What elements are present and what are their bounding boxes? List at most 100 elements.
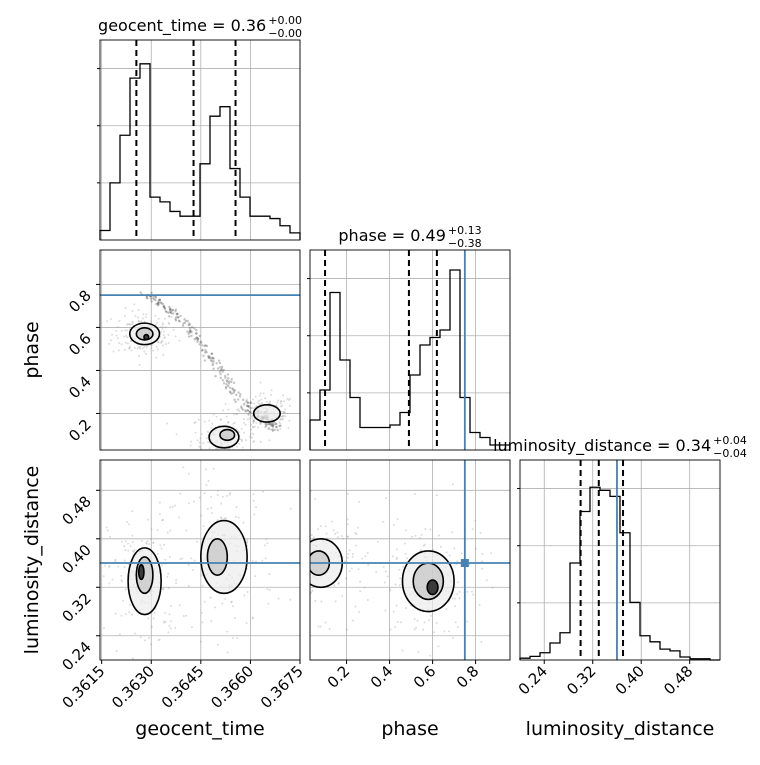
sample-point [212, 357, 215, 360]
sample-point [127, 542, 130, 545]
sample-point [263, 544, 266, 547]
sample-point [472, 593, 475, 596]
sample-point [143, 320, 146, 323]
sample-point [183, 321, 187, 324]
sample-point [272, 423, 275, 426]
hist-panel-luminosity_distance: luminosity_distance = 0.34 +0.04−0.04 [493, 434, 747, 661]
sample-point [401, 649, 404, 652]
contour-line [137, 564, 145, 581]
sample-point [268, 439, 271, 442]
sample-point [251, 451, 253, 453]
sample-point [246, 591, 249, 594]
sample-point [162, 353, 165, 356]
sample-point [266, 542, 269, 545]
sample-point [348, 569, 351, 572]
sample-point [234, 400, 237, 404]
sample-point [212, 367, 215, 370]
sample-point [163, 307, 167, 311]
sample-point [231, 387, 234, 390]
sample-point [304, 595, 306, 597]
sample-point [269, 393, 272, 396]
sample-point [174, 308, 178, 311]
sample-point [164, 326, 167, 329]
sample-point [200, 349, 204, 352]
sample-point [361, 557, 364, 560]
sample-point [109, 318, 112, 321]
sample-point [157, 303, 160, 306]
sample-point [196, 338, 200, 342]
sample-point [207, 356, 211, 359]
sample-point [218, 366, 222, 369]
sample-point [167, 572, 170, 575]
contour-line [128, 322, 161, 346]
sample-point [188, 326, 192, 330]
sample-point [405, 607, 408, 610]
sample-point [158, 501, 161, 504]
sample-point [232, 391, 235, 395]
sample-point [161, 564, 164, 567]
panel-frame [309, 249, 511, 451]
x-tick-label: 0.3630 [108, 662, 158, 712]
sample-point [236, 413, 239, 416]
sample-point [201, 621, 204, 624]
sample-point [319, 625, 322, 628]
sample-point [135, 662, 137, 664]
sample-point [420, 533, 423, 536]
sample-point [128, 611, 131, 614]
sample-point [448, 630, 451, 633]
sample-point [282, 394, 285, 397]
sample-point [252, 493, 255, 496]
sample-point [131, 534, 134, 537]
sample-point [269, 428, 272, 431]
x-tick-label: 0.4 [367, 662, 397, 692]
sample-point [131, 541, 134, 544]
sample-point [199, 640, 202, 643]
sample-point [403, 542, 406, 545]
sample-point [312, 536, 315, 539]
sample-point [139, 636, 142, 639]
sample-point [235, 413, 238, 416]
sample-point [210, 352, 214, 355]
sample-point [210, 360, 213, 363]
sample-point [160, 547, 163, 550]
sample-point [217, 453, 219, 455]
sample-point [204, 351, 207, 354]
sample-point [217, 359, 221, 362]
sample-point [240, 405, 243, 408]
sample-point [164, 336, 167, 339]
sample-point [267, 422, 271, 426]
sample-point [280, 418, 283, 421]
sample-point [125, 334, 128, 337]
sample-point [237, 450, 239, 452]
sample-point [118, 633, 121, 636]
sample-point [319, 525, 322, 528]
sample-point [383, 581, 386, 584]
sample-point [220, 516, 223, 519]
sample-point [201, 584, 204, 587]
sample-point [310, 489, 313, 492]
sample-point [246, 540, 249, 543]
sample-point [167, 341, 170, 344]
sample-point [124, 588, 127, 591]
sample-point [205, 437, 208, 440]
sample-point [468, 563, 471, 566]
sample-point [184, 319, 188, 323]
sample-point [351, 553, 354, 556]
sample-point [175, 312, 178, 316]
sample-point [393, 625, 396, 628]
sample-point [279, 418, 282, 421]
sample-point [232, 422, 235, 425]
sample-point [168, 625, 171, 628]
sample-point [214, 375, 217, 378]
sample-point [304, 571, 306, 573]
sample-point [226, 651, 229, 654]
sample-point [163, 337, 166, 340]
sample-point [384, 570, 387, 573]
sample-point [424, 528, 427, 531]
sample-point [258, 394, 261, 397]
sample-point [264, 557, 267, 560]
sample-point [253, 513, 256, 516]
sample-point [171, 505, 174, 508]
sample-point [212, 413, 215, 416]
sample-point [359, 590, 362, 593]
